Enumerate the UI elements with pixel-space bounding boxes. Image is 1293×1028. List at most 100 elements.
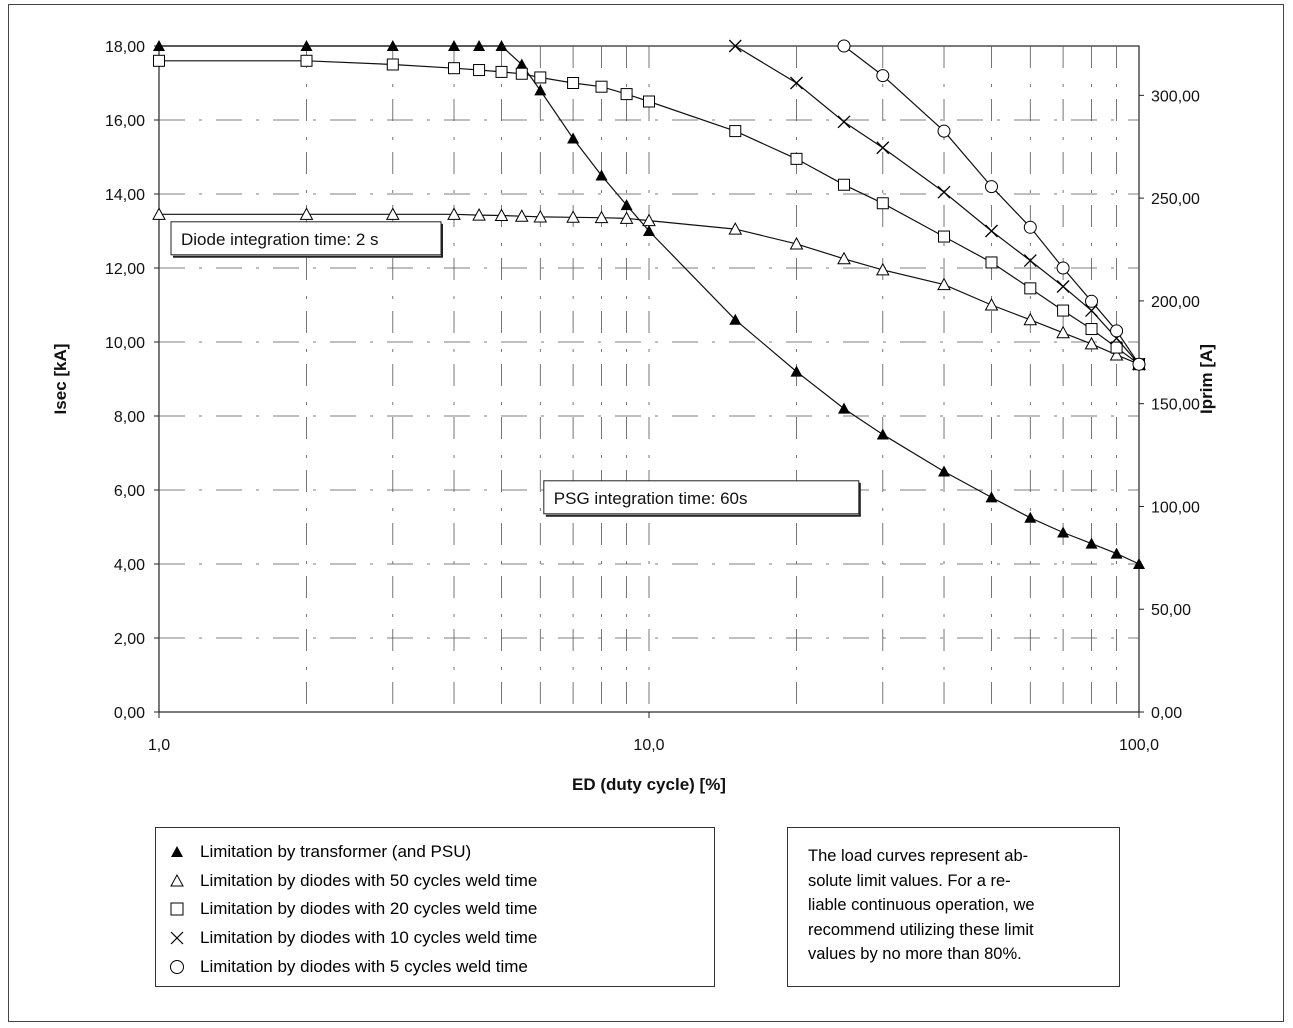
marker-circle (937, 124, 951, 138)
marker-filled-triangle (837, 402, 850, 414)
x-axis-ticks: 1,0 10,0 100,0 (148, 712, 1159, 754)
marker-filled-triangle (300, 40, 313, 51)
marker-filled-triangle (473, 40, 486, 51)
y2-tick-label: 250,00 (1151, 191, 1200, 208)
marker-square (1057, 304, 1070, 317)
marker-square (595, 80, 608, 93)
series-1 (153, 40, 1145, 569)
marker-triangle (472, 208, 486, 221)
marker-square (620, 88, 633, 101)
marker-cross (1023, 254, 1037, 268)
legend-item-50-cycles: Limitation by diodes with 50 cycles weld… (166, 867, 714, 896)
marker-filled-triangle (495, 40, 508, 51)
marker-cross (937, 185, 951, 199)
marker-cross (728, 39, 742, 53)
marker-filled-triangle (985, 491, 998, 503)
marker-triangle (875, 262, 890, 276)
marker-filled-triangle (620, 199, 633, 211)
y-tick-label: 10,00 (105, 335, 145, 352)
marker-triangle (937, 277, 951, 291)
series-2 (152, 207, 1146, 370)
marker-cross (1056, 280, 1070, 293)
marker-square (300, 54, 313, 67)
annotation-box: Diode integration time: 2 s (170, 221, 443, 258)
note-line: solute limit values. For a re- (808, 871, 1011, 890)
marker-filled-triangle (1085, 537, 1098, 549)
marker-triangle (984, 297, 999, 311)
marker-square (448, 62, 461, 75)
series-4 (728, 39, 1146, 371)
marker-triangle (1023, 312, 1038, 326)
marker-square (153, 54, 165, 67)
chart-svg: 0,00 2,00 4,00 6,00 8,00 10,00 12,00 14,00 16,00… (51, 39, 1216, 794)
y2-tick-label: 300,00 (1151, 88, 1200, 105)
marker-circle (837, 39, 851, 53)
marker-square (729, 125, 742, 138)
legend-label: Limitation by diodes with 20 cycles weld… (200, 899, 538, 919)
filled-triangle-icon (171, 846, 183, 858)
y-axis-label: Isec [kA] (51, 344, 70, 415)
x-tick-label: 1,0 (148, 737, 170, 754)
legend-item-20-cycles: Limitation by diodes with 20 cycles weld… (166, 895, 714, 924)
legend-label: Limitation by diodes with 10 cycles weld… (200, 928, 538, 948)
y-tick-label: 18,00 (105, 39, 145, 56)
marker-circle (876, 69, 890, 83)
marker-triangle (385, 207, 400, 220)
series-5 (837, 39, 1146, 371)
marker-triangle (152, 207, 166, 220)
legend-item-transformer: Limitation by transformer (and PSU) (166, 838, 714, 867)
y2-tick-label: 0,00 (1151, 705, 1182, 722)
marker-filled-triangle (643, 225, 655, 236)
note-line: The load curves represent ab- (808, 847, 1029, 865)
marker-triangle (594, 210, 609, 224)
grid (159, 46, 1139, 712)
note-line: values by no more than 80%. (808, 945, 1022, 963)
marker-circle (984, 180, 998, 194)
y-tick-label: 6,00 (114, 483, 145, 500)
marker-triangle (566, 210, 580, 223)
marker-square (1085, 323, 1098, 336)
y2-tick-label: 100,00 (1151, 499, 1200, 516)
legend-label: Limitation by transformer (and PSU) (200, 842, 472, 862)
marker-filled-triangle (595, 169, 608, 181)
marker-triangle (1084, 336, 1099, 350)
note-line: recommend utilizing these limit (808, 920, 1034, 939)
marker-square (567, 77, 580, 89)
marker-filled-triangle (1024, 511, 1037, 523)
marker-filled-triangle (876, 428, 889, 440)
marker-filled-triangle (534, 84, 547, 96)
marker-square (473, 64, 486, 77)
marker-triangle (299, 207, 314, 220)
marker-square (515, 67, 528, 80)
annotation-frame (543, 480, 860, 515)
marker-cross (876, 141, 890, 155)
annotation-frame (170, 221, 442, 256)
marker-circle (1056, 261, 1070, 275)
marker-square (790, 152, 803, 165)
marker-circle (1085, 294, 1099, 308)
y2-tick-label: 50,00 (1151, 602, 1191, 619)
annotation-box: PSG integration time: 60s (543, 480, 861, 517)
marker-triangle (728, 222, 743, 235)
y-tick-label: 4,00 (114, 557, 145, 574)
marker-triangle (789, 236, 804, 250)
legend-label: Limitation by diodes with 50 cycles weld… (200, 870, 538, 890)
marker-triangle (837, 251, 851, 265)
marker-cross (837, 115, 851, 129)
series-group (152, 39, 1146, 569)
note-box: The load curves represent ab- solute lim… (787, 827, 1120, 987)
marker-filled-triangle (729, 313, 742, 325)
series-3 (153, 54, 1145, 371)
marker-square (985, 256, 998, 269)
annotation-text: PSG integration time: 60s (554, 489, 748, 508)
legend-item-5-cycles: Limitation by diodes with 5 cycles weld … (166, 952, 714, 981)
marker-filled-triangle (567, 132, 580, 144)
y-tick-label: 16,00 (105, 113, 145, 130)
marker-filled-triangle (1057, 526, 1070, 538)
marker-circle (1132, 357, 1146, 371)
marker-triangle (533, 209, 548, 223)
marker-cross (790, 76, 803, 90)
marker-square (643, 95, 655, 108)
marker-triangle (1109, 347, 1124, 361)
x-tick-label: 100,0 (1119, 737, 1159, 754)
